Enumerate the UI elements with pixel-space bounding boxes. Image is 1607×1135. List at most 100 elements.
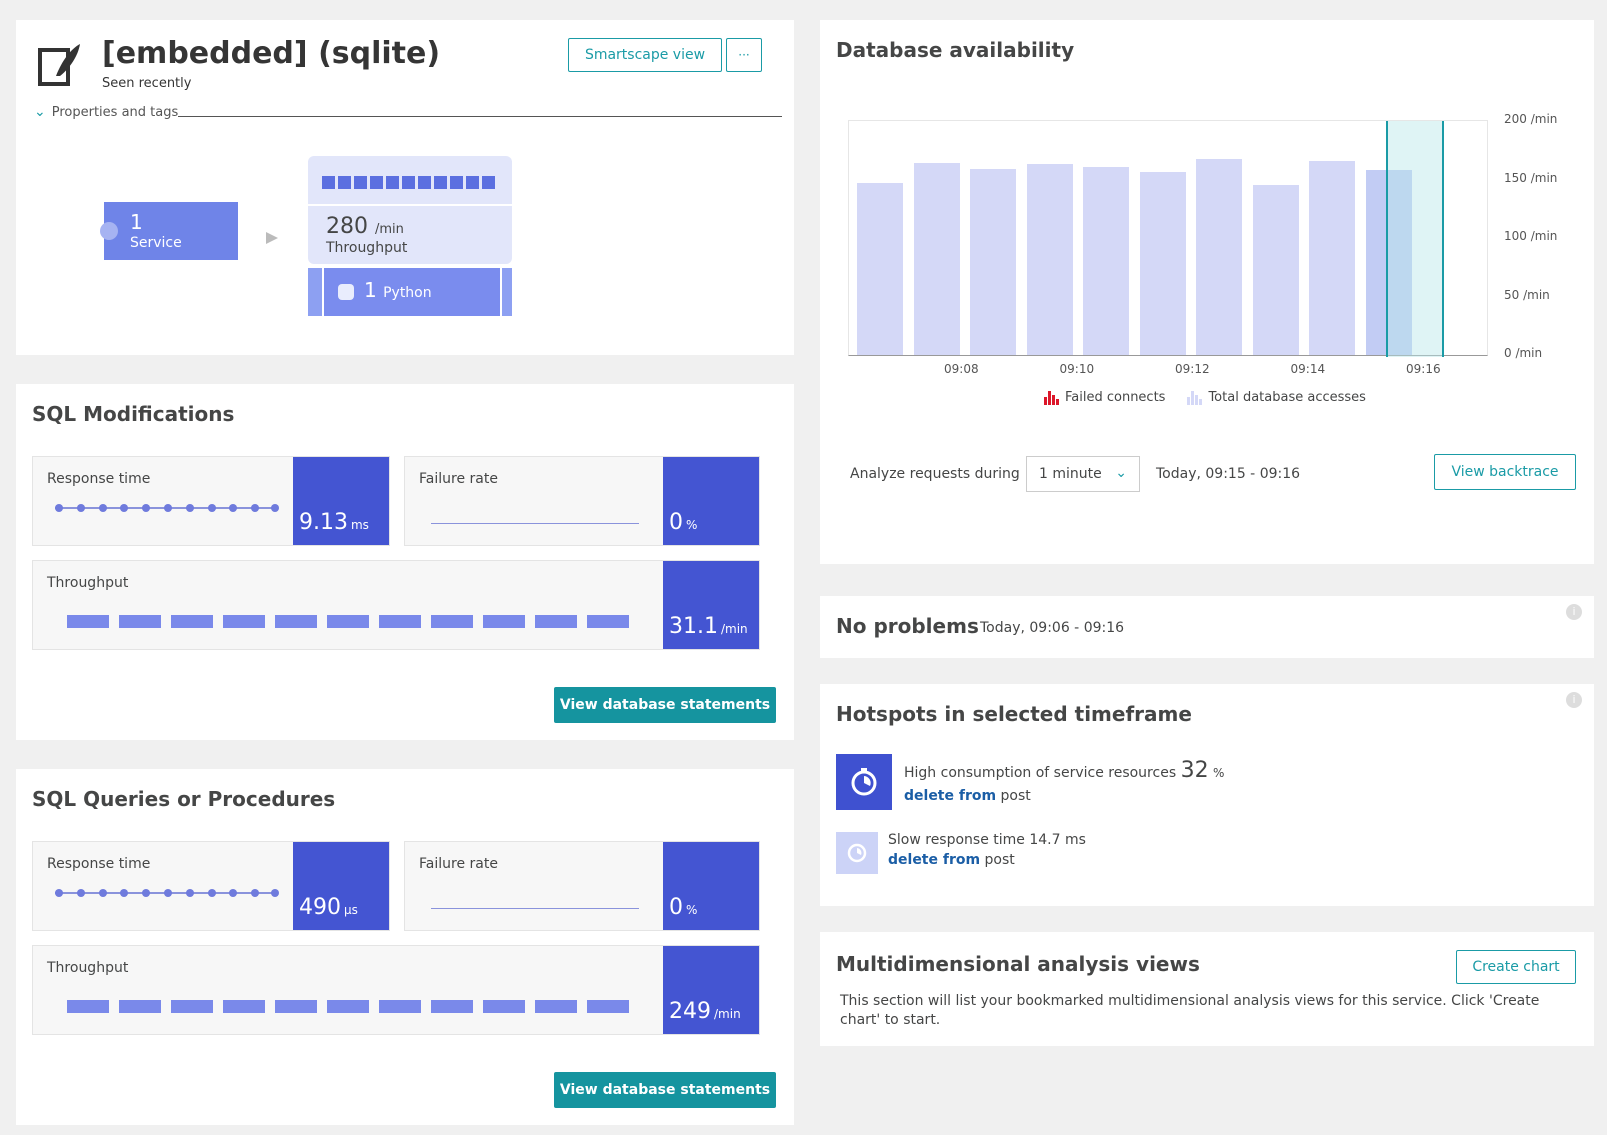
throughput-value: 31.1/min (663, 561, 759, 649)
failure-rate-value: 0% (663, 842, 759, 930)
selected-timeframe[interactable] (1385, 121, 1444, 357)
y-tick-label: 150 /min (1504, 170, 1558, 185)
process-box[interactable]: 1 Python (308, 268, 512, 316)
sql-modifications-card: SQL Modifications Response time 9.13 ms F… (16, 384, 794, 740)
more-button[interactable]: ··· (726, 38, 762, 72)
throughput-label: Throughput (47, 575, 129, 591)
legend-failed-connects: Failed connects (1065, 390, 1166, 405)
properties-toggle[interactable]: ⌄ Properties and tags (34, 104, 178, 120)
availability-bar[interactable] (970, 169, 1016, 355)
problems-card: No problems Today, 09:06 - 09:16 i (820, 596, 1594, 658)
y-tick-label: 50 /min (1504, 287, 1550, 302)
failure-rate-label: Failure rate (419, 856, 498, 872)
availability-chart[interactable] (848, 120, 1488, 357)
availability-bar[interactable] (1139, 172, 1186, 355)
throughput-value: 249/min (663, 946, 759, 1034)
failure-rate-tile[interactable]: Failure rate 0% (404, 456, 760, 546)
analyze-label: Analyze requests during (850, 466, 1020, 482)
x-tick-label: 09:16 (1406, 362, 1441, 376)
x-tick-label: 09:08 (944, 362, 979, 376)
x-tick-label: 09:14 (1290, 362, 1326, 376)
multidim-description: This section will list your bookmarked m… (840, 993, 1540, 1028)
availability-bar[interactable] (1196, 159, 1242, 355)
clock-icon (836, 832, 878, 874)
create-chart-button[interactable]: Create chart (1456, 950, 1576, 984)
hotspot-query[interactable]: delete from post (888, 852, 1015, 868)
response-time-tile[interactable]: Response time 490 µs (32, 841, 390, 931)
problems-range: Today, 09:06 - 09:16 (980, 620, 1125, 636)
process-label: 1 Python (364, 278, 432, 302)
arrow-right-icon (266, 232, 278, 244)
hotspot-item[interactable]: High consumption of service resources 32… (836, 754, 1556, 814)
service-box[interactable]: 1 Service (100, 202, 238, 260)
x-tick-label: 09:10 (1059, 362, 1095, 376)
availability-bar[interactable] (1026, 164, 1073, 355)
service-count: 1 (130, 210, 143, 234)
response-time-value: 9.13 ms (293, 457, 389, 545)
timer-icon (836, 754, 892, 810)
hotspots-card: Hotspots in selected timeframe i High co… (820, 684, 1594, 906)
response-sparkline (55, 889, 279, 897)
divider (178, 116, 782, 117)
availability-title: Database availability (836, 38, 1075, 62)
multidim-title: Multidimensional analysis views (836, 952, 1200, 976)
problems-title: No problems (836, 614, 979, 638)
info-icon[interactable]: i (1566, 692, 1582, 708)
total-accesses-icon (1187, 390, 1203, 405)
chevron-down-icon: ⌄ (1115, 465, 1127, 481)
python-icon (338, 284, 354, 300)
throughput-mini-bars (322, 176, 495, 189)
throughput-label: Throughput (47, 960, 129, 976)
view-backtrace-button[interactable]: View backtrace (1434, 454, 1576, 490)
y-tick-label: 200 /min (1504, 112, 1558, 126)
x-tick-label: 09:12 (1175, 362, 1210, 376)
availability-bar[interactable] (857, 183, 903, 355)
hotspot-text: Slow response time 14.7 ms (888, 832, 1086, 848)
availability-bar[interactable] (1252, 185, 1299, 355)
page-title: [embedded] (sqlite) (102, 36, 441, 71)
availability-bar[interactable] (1365, 170, 1412, 355)
hotspot-query[interactable]: delete from post (904, 788, 1031, 804)
response-time-tile[interactable]: Response time 9.13 ms (32, 456, 390, 546)
view-database-statements-button[interactable]: View database statements (554, 1072, 776, 1108)
throughput-tile[interactable]: Throughput 249/min (32, 945, 760, 1035)
multidim-card: Multidimensional analysis views Create c… (820, 932, 1594, 1046)
chart-legend: Failed connects Total database accesses (1044, 390, 1366, 405)
info-icon[interactable]: i (1566, 604, 1582, 620)
failure-sparkline (431, 523, 639, 524)
availability-bar[interactable] (913, 163, 960, 355)
failure-rate-value: 0% (663, 457, 759, 545)
response-sparkline (55, 504, 279, 512)
hotspot-item[interactable]: Slow response time 14.7 ms delete from p… (836, 832, 1556, 878)
database-icon (38, 42, 82, 88)
failed-connects-icon (1044, 390, 1059, 405)
seen-status: Seen recently (102, 76, 192, 91)
throughput-tile[interactable]: Throughput 31.1/min (32, 560, 760, 650)
throughput-value: 280 /min (326, 214, 404, 239)
response-time-label: Response time (47, 471, 151, 487)
process-right-handle (500, 268, 512, 316)
service-icon (100, 222, 118, 240)
y-tick-label: 100 /min (1504, 229, 1558, 243)
sql-queries-title: SQL Queries or Procedures (32, 787, 336, 811)
availability-bar[interactable] (1309, 161, 1355, 355)
smartscape-view-button[interactable]: Smartscape view (568, 38, 722, 72)
properties-label: Properties and tags (51, 104, 179, 120)
process-left-handle (308, 268, 324, 316)
y-tick-label: 0 /min (1504, 346, 1543, 360)
analyze-range: Today, 09:15 - 09:16 (1156, 466, 1301, 482)
sql-queries-card: SQL Queries or Procedures Response time … (16, 769, 794, 1125)
failure-sparkline (431, 908, 639, 909)
timeframe-select[interactable]: 1 minute ⌄ (1026, 456, 1140, 492)
failure-rate-tile[interactable]: Failure rate 0% (404, 841, 760, 931)
response-time-label: Response time (47, 856, 151, 872)
failure-rate-label: Failure rate (419, 471, 498, 487)
hotspot-text: High consumption of service resources 32… (904, 758, 1225, 783)
service-label: Service (130, 235, 182, 251)
view-database-statements-button[interactable]: View database statements (554, 687, 776, 723)
chevron-down-icon: ⌄ (34, 104, 46, 120)
throughput-box[interactable]: 280 /min Throughput (308, 156, 512, 264)
availability-bar[interactable] (1083, 167, 1129, 355)
header-card: [embedded] (sqlite) Seen recently Smarts… (16, 20, 794, 355)
hotspots-title: Hotspots in selected timeframe (836, 702, 1192, 726)
